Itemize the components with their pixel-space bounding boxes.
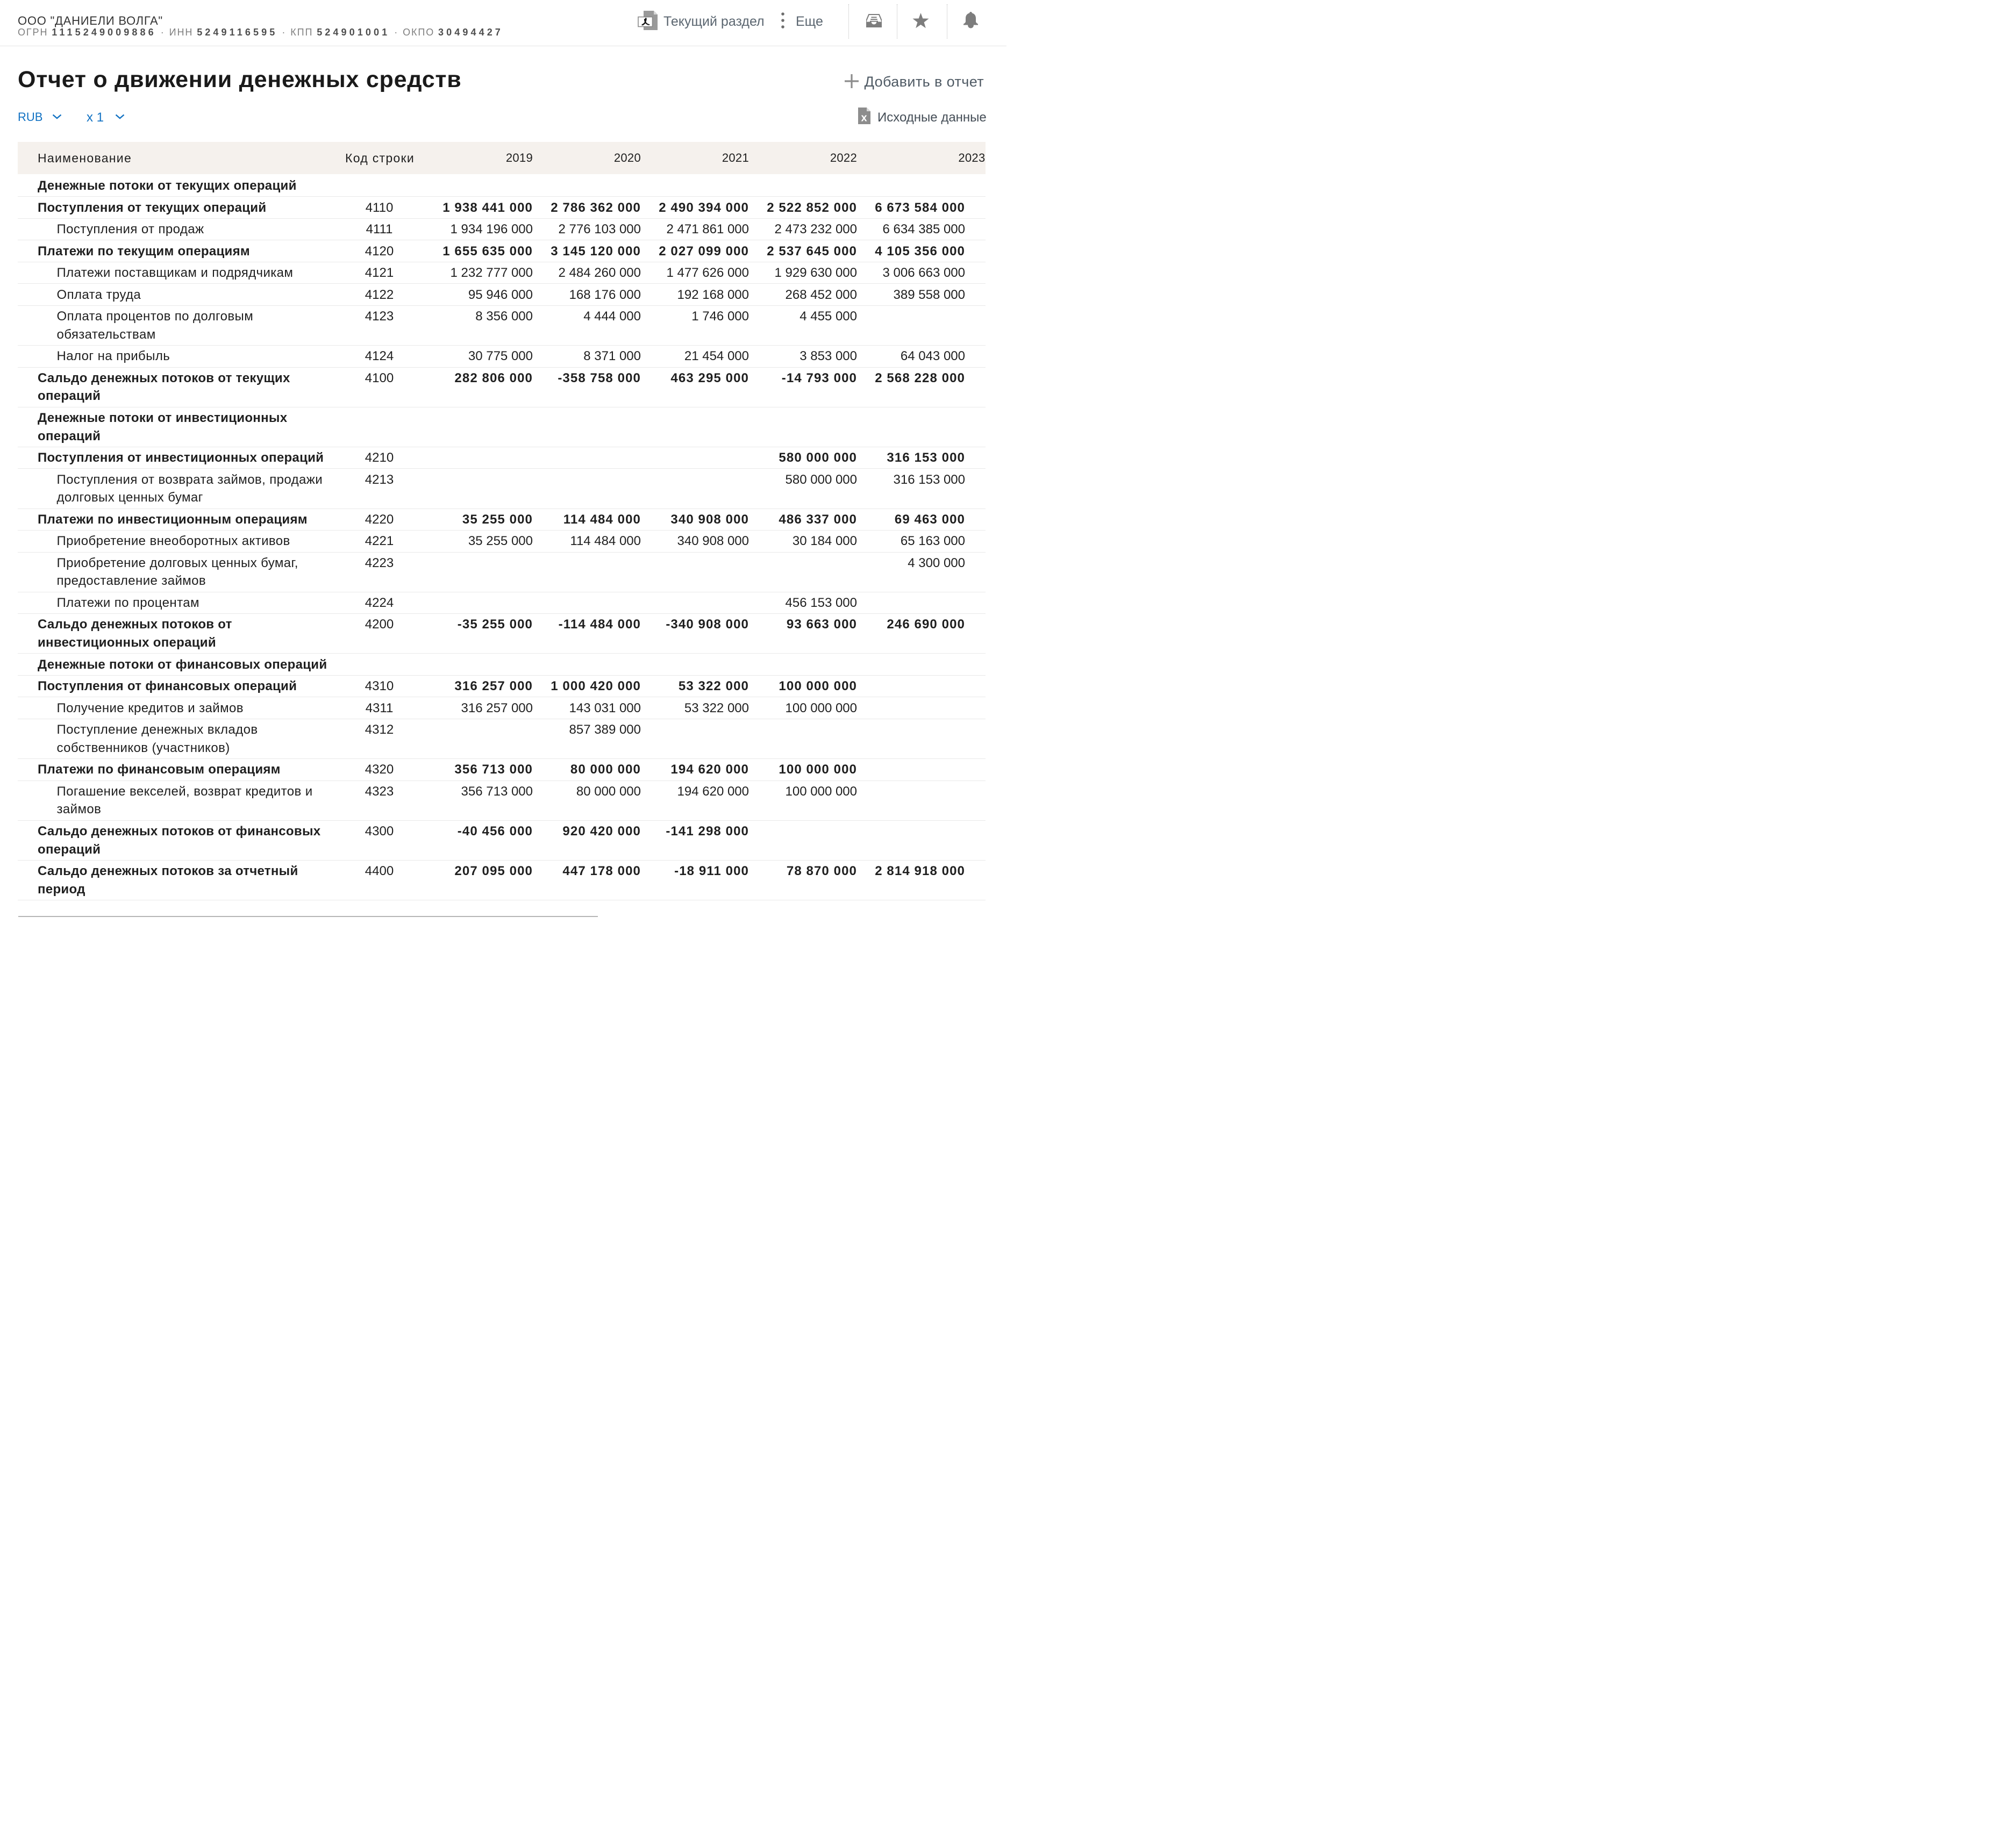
svg-text:x: x [861,112,867,124]
